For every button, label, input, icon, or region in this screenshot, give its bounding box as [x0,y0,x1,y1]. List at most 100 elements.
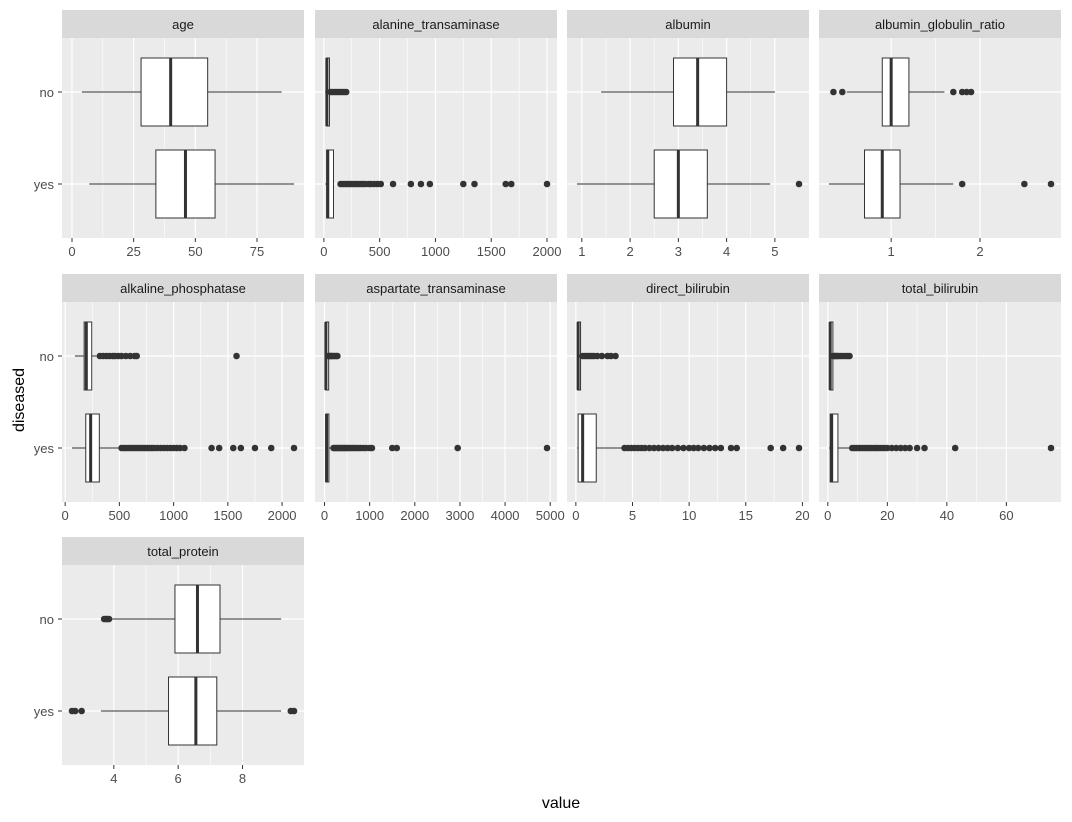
outlier-point [727,444,735,452]
facet-strip [315,10,557,38]
x-tick-label: 2 [626,244,633,259]
facet-alkaline-phosphatase: alkaline_phosphatase 0 500 1000 1500 2000 no ye… [34,274,304,523]
outlier-point [342,88,350,96]
facet-direct-bilirubin: direct_bilirubin 0 5 10 15 20 [567,274,810,523]
x-tick-label: 0 [572,508,579,523]
outlier-point [659,444,667,452]
facet-strip-label: direct_bilirubin [646,281,730,296]
y-tick-label: yes [34,704,55,719]
outlier-point [229,444,237,452]
outlier-point [368,444,376,452]
outlier-point [388,444,396,452]
outlier-point [543,180,551,188]
outlier-point [680,444,687,452]
facet-strip [819,10,1061,38]
outlier-point [389,180,397,188]
box-yes [89,149,295,219]
outlier-point [958,180,966,188]
box-yes [71,413,298,483]
outlier-point [133,352,141,360]
outlier-point [733,444,741,452]
facet-strip-label: age [172,17,194,32]
panel-background [62,302,304,502]
x-tick-label: 500 [109,508,131,523]
y-axis-title: diseased [11,368,28,432]
outlier-point [950,88,957,96]
box-yes [576,149,803,219]
x-tick-label: 0 [320,244,327,259]
x-tick-label: 0 [68,244,75,259]
x-tick-label: 0 [321,508,328,523]
y-tick-label: no [40,349,54,364]
outlier-point [460,180,467,188]
x-tick-label: 1000 [355,508,384,523]
y-tick-label: no [40,612,54,627]
outlier-point [417,180,425,188]
x-tick-label: 3 [675,244,682,259]
x-tick-label: 0 [62,508,69,523]
facet-strip [819,274,1061,302]
outlier-point [377,180,385,188]
facet-total-protein: total_protein 4 6 8 no yes [34,537,304,786]
outlier-point [700,444,708,452]
outlier-point [830,88,837,96]
outlier-point [251,444,259,452]
x-tick-label: 500 [369,244,391,259]
outlier-point [233,352,240,360]
x-tick-label: 10 [682,508,696,523]
x-tick-label: 1000 [159,508,188,523]
outlier-point [921,444,928,452]
facet-strip-label: total_bilirubin [902,281,979,296]
outlier-point [711,444,719,452]
panel-background [567,302,809,502]
outlier-point [650,444,658,452]
facet-strip-label: alanine_transaminase [372,17,499,32]
x-tick-label: 20 [795,508,809,523]
outlier-point [215,444,223,452]
outlier-point [767,444,774,452]
outlier-point [393,444,401,452]
facet-total-bilirubin: total_bilirubin 0 20 40 60 [819,274,1061,523]
outlier-point [694,444,702,452]
box-no [601,57,775,127]
outlier-point [454,444,461,452]
facet-strip [315,274,557,302]
outlier-point [598,352,606,360]
outlier-point [685,444,693,452]
x-tick-label: 2000 [400,508,429,523]
outlier-point [779,444,787,452]
box-no [100,584,282,654]
outlier-point [967,88,975,96]
box-no [74,321,240,391]
outlier-point [105,615,113,623]
outlier-point [1021,180,1028,188]
outlier-point [208,444,215,452]
outlier-point [951,444,959,452]
facet-age: age 0 25 50 75 no yes [34,10,304,259]
box-iqr [83,321,93,391]
facet-strip-label: albumin_globulin_ratio [875,17,1005,32]
x-tick-label: 4000 [491,508,520,523]
x-tick-label: 1 [888,244,895,259]
box-yes [828,413,1055,483]
outlier-point [607,352,615,360]
x-tick-label: 0 [824,508,831,523]
outlier-point [612,352,619,360]
outlier-point [674,444,682,452]
box-no [324,321,341,391]
x-tick-label: 15 [739,508,753,523]
outlier-point [181,444,188,452]
panel-background [819,302,1061,502]
x-tick-label: 6 [175,771,182,786]
x-tick-label: 5 [629,508,636,523]
y-tick-label: no [40,85,54,100]
box-no [828,321,853,391]
outlier-point [502,180,510,188]
outlier-point [646,444,653,452]
outlier-point [641,444,649,452]
facet-strip [62,274,304,302]
outlier-point [690,444,697,452]
facet-strip [567,274,809,302]
x-tick-label: 1500 [477,244,506,259]
